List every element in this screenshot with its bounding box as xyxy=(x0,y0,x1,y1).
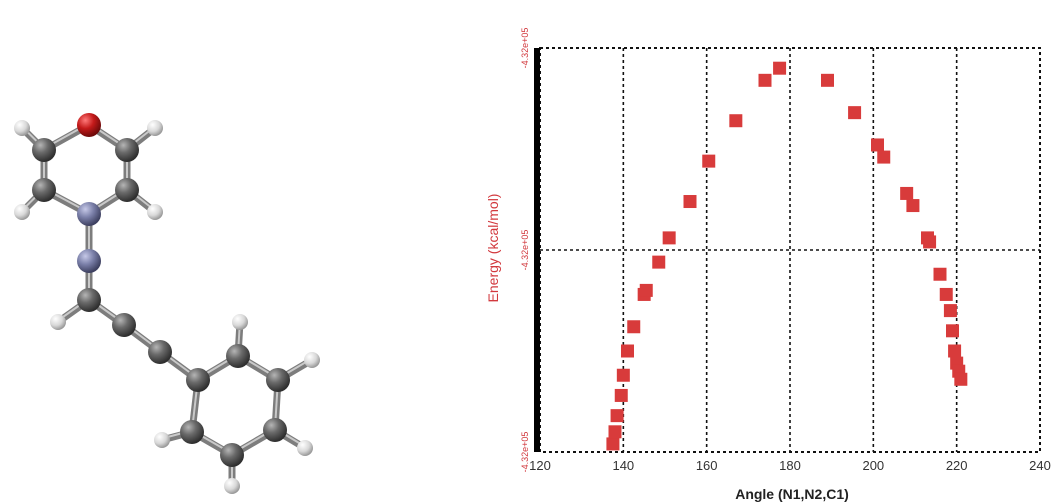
atom-c-18 xyxy=(266,368,290,392)
atom-c-16 xyxy=(226,344,250,368)
x-tick-label-0: 120 xyxy=(529,458,551,473)
plot-frame xyxy=(539,47,1041,453)
data-point-31 xyxy=(954,372,968,386)
y-tick-labels: -4.32e+05 -4.32e+05 -4.32e+05 xyxy=(520,28,530,473)
data-point-20 xyxy=(900,186,914,200)
y-tick-label-1: -4.32e+05 xyxy=(520,230,530,271)
data-point-23 xyxy=(923,235,937,249)
atom-h-0 xyxy=(14,120,30,136)
atom-c-1 xyxy=(32,138,56,162)
y-tick-label-2: -4.32e+05 xyxy=(520,28,530,69)
data-point-9 xyxy=(652,255,666,269)
energy-angle-scatter-chart: 120 140 160 180 200 220 240 -4.32e+05-4.32e+05… xyxy=(485,28,1051,502)
atom-h-12 xyxy=(50,314,66,330)
atom-h-19 xyxy=(304,352,320,368)
atom-h-17 xyxy=(232,314,248,330)
atom-c-20 xyxy=(263,418,287,442)
x-axis-title: Angle (N1,N2,C1) xyxy=(735,486,849,502)
data-point-17 xyxy=(848,106,862,120)
data-point-14 xyxy=(758,73,772,87)
data-point-1 xyxy=(608,425,622,439)
data-point-3 xyxy=(614,388,628,402)
x-tick-label-4: 200 xyxy=(862,458,884,473)
data-point-21 xyxy=(906,199,920,213)
data-point-4 xyxy=(616,368,630,382)
data-point-2 xyxy=(610,409,624,423)
data-point-26 xyxy=(943,304,957,318)
data-point-25 xyxy=(939,287,953,301)
molecule-3d-model xyxy=(14,113,320,494)
x-tick-label-5: 220 xyxy=(946,458,968,473)
atom-c-11 xyxy=(77,288,101,312)
atom-c-6 xyxy=(115,178,139,202)
data-point-13 xyxy=(729,114,743,128)
data-point-12 xyxy=(702,154,716,168)
atom-c-3 xyxy=(115,138,139,162)
atom-n-10 xyxy=(77,249,101,273)
atom-h-8 xyxy=(147,204,163,220)
atom-c-5 xyxy=(32,178,56,202)
atom-c-22 xyxy=(220,443,244,467)
data-point-27 xyxy=(946,324,959,338)
atom-h-25 xyxy=(154,432,170,448)
x-tick-label-1: 140 xyxy=(612,458,634,473)
x-tick-label-3: 180 xyxy=(779,458,801,473)
x-tick-label-6: 240 xyxy=(1029,458,1051,473)
atom-h-7 xyxy=(14,204,30,220)
data-point-11 xyxy=(683,195,697,209)
y-axis-bar xyxy=(534,48,540,452)
data-point-10 xyxy=(662,231,676,245)
atom-h-23 xyxy=(224,478,240,494)
data-point-19 xyxy=(877,150,891,164)
atom-c-24 xyxy=(180,420,204,444)
y-axis-title: Energy (kcal/mol) xyxy=(485,194,501,303)
atom-o-2 xyxy=(77,113,101,137)
atom-c-14 xyxy=(148,340,172,364)
x-tick-labels: 120 140 160 180 200 220 240 xyxy=(529,458,1051,473)
x-tick-label-2: 160 xyxy=(696,458,718,473)
chart-axes xyxy=(534,47,1041,453)
molecule-atoms xyxy=(14,113,320,494)
atom-c-15 xyxy=(186,368,210,392)
data-point-16 xyxy=(821,73,834,87)
atom-h-21 xyxy=(297,440,313,456)
data-point-8 xyxy=(639,283,653,297)
data-points xyxy=(606,61,968,451)
data-point-24 xyxy=(933,267,947,281)
y-tick-label-0: -4.32e+05 xyxy=(520,432,530,473)
data-point-15 xyxy=(773,61,787,75)
atom-c-13 xyxy=(112,313,136,337)
data-point-6 xyxy=(627,320,641,334)
data-point-5 xyxy=(621,344,634,358)
data-point-18 xyxy=(871,138,884,152)
data-point-28 xyxy=(948,344,962,358)
atom-n-9 xyxy=(77,202,101,226)
atom-h-4 xyxy=(147,120,163,136)
data-point-0 xyxy=(606,437,620,451)
